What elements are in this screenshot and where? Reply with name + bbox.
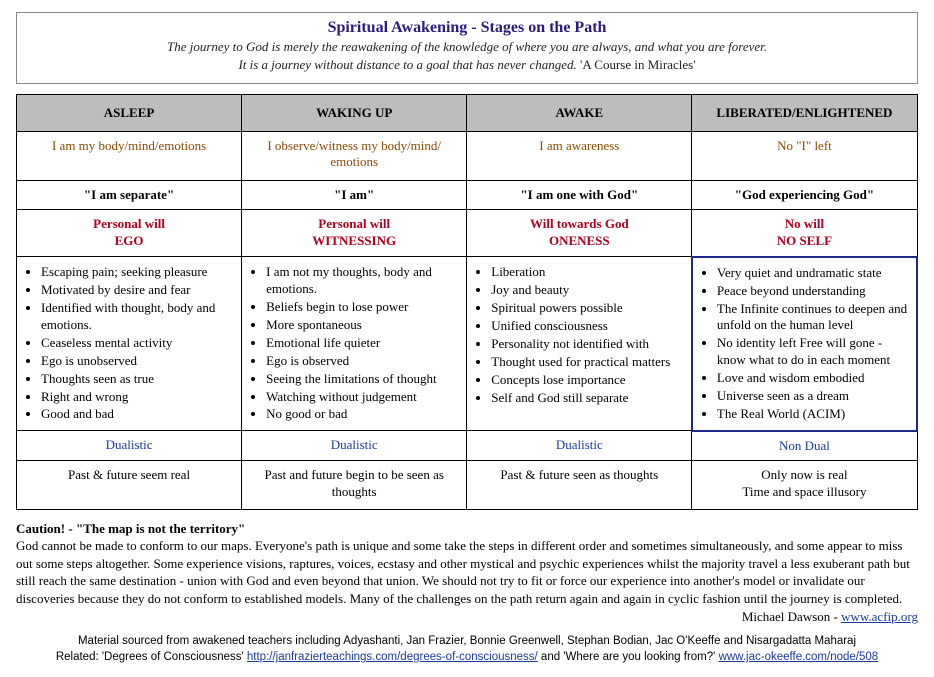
caution-body: God cannot be made to conform to our map… [16, 538, 910, 606]
list-item: Very quiet and undramatic state [717, 265, 908, 282]
will-cell: Will towards GodONENESS [467, 210, 692, 257]
stages-table: ASLEEP WAKING UP AWAKE LIBERATED/ENLIGHT… [16, 94, 918, 510]
list-item: Emotional life quieter [266, 335, 458, 352]
page-title: Spiritual Awakening - Stages on the Path [25, 19, 909, 37]
list-item: Right and wrong [41, 389, 233, 406]
list-item: Self and God still separate [491, 390, 683, 407]
list-item: Liberation [491, 264, 683, 281]
will-cell: Personal willWITNESSING [242, 210, 467, 257]
dual-cell: Non Dual [692, 431, 917, 461]
subtitle-source: 'A Course in Miracles' [577, 57, 696, 72]
statement-cell: "God experiencing God" [692, 181, 917, 210]
list-item: The Real World (ACIM) [717, 406, 908, 423]
list-item: Escaping pain; seeking pleasure [41, 264, 233, 281]
time-cell: Past & future seem real [17, 460, 242, 509]
bullet-list-1: I am not my thoughts, body and emotions.… [250, 264, 458, 423]
footer-line-2: Related: 'Degrees of Consciousness' http… [16, 649, 918, 665]
bullets-cell-highlight: Very quiet and undramatic statePeace bey… [692, 257, 917, 431]
list-item: No identity left Free will gone - know w… [717, 335, 908, 369]
list-item: I am not my thoughts, body and emotions. [266, 264, 458, 298]
list-item: Universe seen as a dream [717, 388, 908, 405]
list-item: Spiritual powers possible [491, 300, 683, 317]
header: Spiritual Awakening - Stages on the Path… [16, 12, 918, 84]
list-item: Joy and beauty [491, 282, 683, 299]
will-cell: No willNO SELF [692, 210, 917, 257]
time-cell: Only now is realTime and space illusory [692, 460, 917, 509]
list-item: Seeing the limitations of thought [266, 371, 458, 388]
time-cell: Past and future begin to be seen as thou… [242, 460, 467, 509]
list-item: Motivated by desire and fear [41, 282, 233, 299]
list-item: Beliefs begin to lose power [266, 299, 458, 316]
col-awake: AWAKE [467, 95, 692, 132]
caution-lead: Caution! - "The map is not the territory… [16, 521, 245, 536]
bullets-cell: LiberationJoy and beautySpiritual powers… [467, 257, 692, 431]
bullets-cell: I am not my thoughts, body and emotions.… [242, 257, 467, 431]
list-item: Identified with thought, body and emotio… [41, 300, 233, 334]
bullet-list-2: LiberationJoy and beautySpiritual powers… [475, 264, 683, 406]
col-liberated: LIBERATED/ENLIGHTENED [692, 95, 917, 132]
bullets-cell: Escaping pain; seeking pleasureMotivated… [17, 257, 242, 431]
bullet-list-3: Very quiet and undramatic statePeace bey… [701, 265, 908, 423]
list-item: Concepts lose importance [491, 372, 683, 389]
dual-cell: Dualistic [467, 431, 692, 461]
list-item: Personality not identified with [491, 336, 683, 353]
footer-line-1: Material sourced from awakened teachers … [16, 633, 918, 649]
list-item: No good or bad [266, 406, 458, 423]
statement-cell: "I am" [242, 181, 467, 210]
subtitle-line-1: The journey to God is merely the reawake… [25, 39, 909, 55]
subtitle-italic: It is a journey without distance to a go… [238, 57, 576, 72]
footer: Material sourced from awakened teachers … [16, 633, 918, 665]
time-row: Past & future seem real Past and future … [17, 460, 918, 509]
list-item: More spontaneous [266, 317, 458, 334]
list-item: Good and bad [41, 406, 233, 423]
col-asleep: ASLEEP [17, 95, 242, 132]
caution-block: Caution! - "The map is not the territory… [16, 520, 918, 625]
list-item: The Infinite continues to deepen and unf… [717, 301, 908, 335]
statement-cell: "I am separate" [17, 181, 242, 210]
identity-cell: I observe/witness my body/mind/ emotions [242, 132, 467, 181]
list-item: Thoughts seen as true [41, 371, 233, 388]
identity-cell: I am awareness [467, 132, 692, 181]
footer-link-1[interactable]: http://janfrazierteachings.com/degrees-o… [247, 651, 538, 663]
identity-row: I am my body/mind/emotions I observe/wit… [17, 132, 918, 181]
will-row: Personal willEGO Personal willWITNESSING… [17, 210, 918, 257]
header-row: ASLEEP WAKING UP AWAKE LIBERATED/ENLIGHT… [17, 95, 918, 132]
attribution: Michael Dawson - www.acfip.org [16, 608, 918, 626]
identity-cell: I am my body/mind/emotions [17, 132, 242, 181]
bullet-list-0: Escaping pain; seeking pleasureMotivated… [25, 264, 233, 423]
col-waking: WAKING UP [242, 95, 467, 132]
dual-cell: Dualistic [242, 431, 467, 461]
statement-row: "I am separate" "I am" "I am one with Go… [17, 181, 918, 210]
list-item: Thought used for practical matters [491, 354, 683, 371]
dual-cell: Dualistic [17, 431, 242, 461]
list-item: Ceaseless mental activity [41, 335, 233, 352]
dual-row: Dualistic Dualistic Dualistic Non Dual [17, 431, 918, 461]
list-item: Watching without judgement [266, 389, 458, 406]
will-cell: Personal willEGO [17, 210, 242, 257]
list-item: Peace beyond understanding [717, 283, 908, 300]
footer-link-2[interactable]: www.jac-okeeffe.com/node/508 [719, 651, 879, 663]
identity-cell: No "I" left [692, 132, 917, 181]
list-item: Ego is observed [266, 353, 458, 370]
statement-cell: "I am one with God" [467, 181, 692, 210]
author-link[interactable]: www.acfip.org [841, 609, 918, 624]
subtitle-line-2: It is a journey without distance to a go… [25, 57, 909, 73]
time-cell: Past & future seen as thoughts [467, 460, 692, 509]
list-item: Love and wisdom embodied [717, 370, 908, 387]
author-name: Michael Dawson - [742, 609, 841, 624]
list-item: Ego is unobserved [41, 353, 233, 370]
list-item: Unified consciousness [491, 318, 683, 335]
bullets-row: Escaping pain; seeking pleasureMotivated… [17, 257, 918, 431]
